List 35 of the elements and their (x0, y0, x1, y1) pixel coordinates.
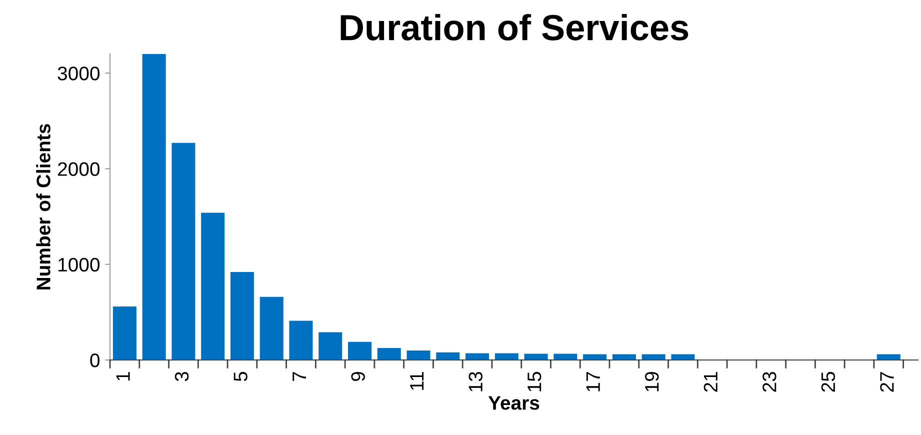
chart-title: Duration of Services (340, 14, 688, 40)
x-tick-label: 9 (351, 372, 365, 382)
x-axis-title: Years (488, 396, 540, 410)
bar (494, 353, 518, 360)
x-tick-label: 25 (821, 372, 836, 392)
x-tick-label: 13 (468, 372, 482, 392)
bar (406, 350, 430, 360)
bar (289, 320, 313, 360)
x-tick-label: 5 (234, 372, 248, 382)
bar (201, 212, 225, 360)
bar (142, 54, 166, 360)
x-tick-label: 19 (645, 372, 659, 392)
bar (112, 306, 136, 360)
y-tick-label: 0 (90, 353, 100, 368)
x-tick-label: 23 (762, 372, 776, 392)
y-tick-label: 1000 (58, 258, 100, 272)
bar (436, 352, 460, 360)
bar (377, 348, 401, 360)
bar (260, 296, 284, 360)
bar (318, 332, 342, 360)
bar (466, 353, 490, 360)
bar (172, 142, 196, 360)
x-tick-label: 21 (704, 372, 718, 392)
y-tick-label: 3000 (58, 66, 100, 80)
x-tick-label: 15 (528, 372, 542, 392)
bar (348, 342, 372, 360)
x-tick-label: 1 (116, 372, 130, 380)
bar (230, 272, 254, 360)
x-tick-label: 17 (586, 372, 600, 392)
x-tick-label: 7 (292, 372, 306, 381)
x-tick-label: 11 (410, 372, 424, 390)
x-tick-label: 27 (880, 372, 894, 392)
x-tick-label: 3 (174, 372, 189, 382)
y-axis-title: Number of Clients (36, 124, 50, 290)
y-tick-label: 2000 (58, 162, 100, 176)
